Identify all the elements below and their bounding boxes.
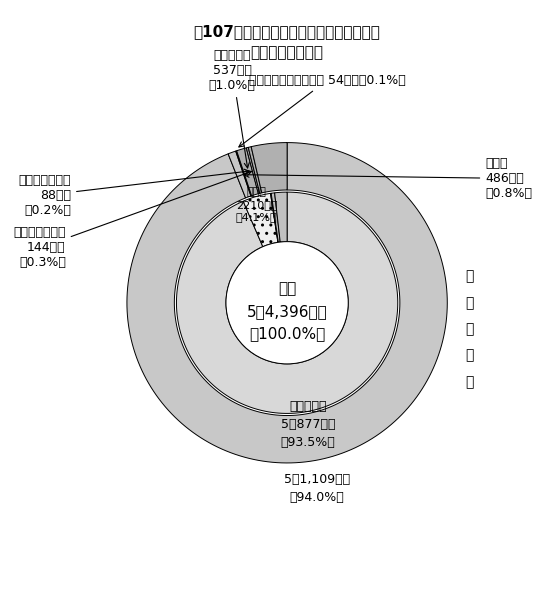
- Polygon shape: [246, 148, 260, 194]
- Text: 費: 費: [465, 375, 474, 389]
- Polygon shape: [248, 146, 262, 193]
- Text: その他の給付費
144億円
（0.3%）: その他の給付費 144億円 （0.3%）: [13, 171, 251, 270]
- Polygon shape: [243, 193, 278, 247]
- Text: 付: 付: [465, 349, 474, 362]
- Polygon shape: [251, 143, 287, 193]
- Text: 保: 保: [465, 270, 474, 283]
- Text: 介護諸費等
5兆877億円
（93.5%）: 介護諸費等 5兆877億円 （93.5%）: [281, 400, 335, 449]
- Polygon shape: [271, 193, 280, 242]
- Polygon shape: [228, 151, 251, 198]
- Polygon shape: [274, 192, 287, 242]
- Polygon shape: [236, 151, 251, 196]
- Text: 歳出: 歳出: [278, 281, 296, 296]
- Polygon shape: [270, 193, 278, 242]
- Text: 基金積立金
537億円
（1.0%）: 基金積立金 537億円 （1.0%）: [209, 49, 256, 168]
- Text: その他
486億円
（0.8%）: その他 486億円 （0.8%）: [244, 157, 532, 200]
- Circle shape: [226, 242, 348, 364]
- Text: （保険事業勘定）: （保険事業勘定）: [251, 45, 324, 60]
- Text: 財政安定化基金拠出金 54億円（0.1%）: 財政安定化基金拠出金 54億円（0.1%）: [239, 74, 405, 147]
- Text: 5兆1,109億円
（94.0%）: 5兆1,109億円 （94.0%）: [283, 474, 349, 505]
- Text: 審査支払手数料
88億円
（0.2%）: 審査支払手数料 88億円 （0.2%）: [18, 169, 249, 217]
- Text: 5兆4,396億円: 5兆4,396億円: [247, 303, 328, 319]
- Polygon shape: [237, 148, 258, 196]
- Polygon shape: [176, 192, 398, 414]
- Text: 険: 険: [465, 296, 474, 310]
- Text: （100.0%）: （100.0%）: [249, 326, 325, 341]
- Polygon shape: [127, 143, 447, 463]
- Text: 給: 給: [465, 322, 474, 336]
- Text: 第107図　介護保険事業の歳出決算の状況: 第107図 介護保険事業の歳出決算の状況: [194, 24, 381, 39]
- Text: 総務費
2210億円
（4.1%）: 総務費 2210億円 （4.1%）: [236, 187, 278, 222]
